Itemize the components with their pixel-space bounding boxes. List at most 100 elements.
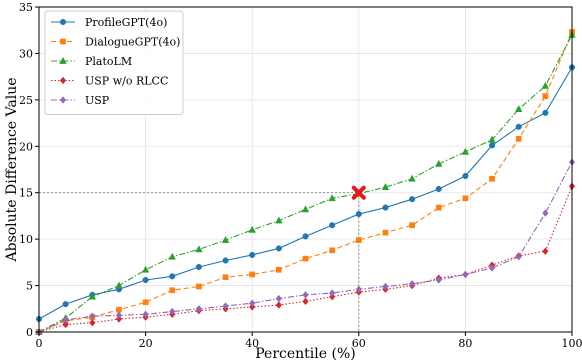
data-point [328,194,336,202]
data-point [514,105,523,112]
data-point [541,81,550,89]
series-line [38,34,573,333]
series-0 [35,64,576,323]
data-point [542,109,549,116]
data-point [141,265,150,273]
data-point [196,283,202,290]
data-point [382,282,389,291]
axis-ticks: 0 20 40 60 80 100 0 5 10 15 20 25 30 35 [19,1,582,350]
data-point [62,316,69,324]
data-point [249,271,256,278]
data-point [142,276,149,284]
y-tick-label: 5 [26,280,33,293]
data-point [276,266,282,273]
data-point [142,299,149,306]
legend-swatch-marker [59,96,67,104]
legend-swatch-marker [59,18,67,26]
data-point [462,270,469,279]
data-point [169,273,176,280]
annotation-guide-lines [39,192,360,332]
legend-label: USP w/o RLCC [85,75,168,88]
data-point [222,302,229,310]
data-point [409,222,415,229]
x-tick-label: 40 [245,337,259,350]
data-point [329,222,336,229]
data-point [275,294,282,303]
y-tick-label: 30 [19,47,33,60]
data-point [169,287,176,294]
legend-item: ProfileGPT(4o) [51,16,167,29]
x-axis-label: Percentile (%) [255,346,355,362]
legend-label: ProfileGPT(4o) [85,16,167,29]
legend-box [44,10,184,115]
y-tick-label: 0 [26,326,33,339]
data-point [489,175,495,182]
data-point [115,311,123,320]
legend-item: USP [51,94,110,107]
annotation-x-marker [351,185,366,200]
y-tick-label: 10 [19,233,33,246]
data-point [329,289,336,297]
data-point [302,255,309,262]
series-line [38,161,573,333]
data-point [222,274,229,281]
x-tick-label: 60 [352,337,366,350]
data-point [435,185,442,193]
data-point [302,233,309,240]
data-point [249,251,256,258]
data-point [169,307,176,316]
data-point [355,285,362,294]
data-point [302,297,309,306]
legend-label: DialogueGPT(4o) [85,36,180,49]
data-point [62,301,69,308]
data-point [248,225,256,233]
annotation-x-stroke [351,185,366,200]
data-point [515,136,522,142]
x-tick-label: 0 [36,337,43,350]
data-point [275,216,283,224]
legend-item: USP w/o RLCC [51,75,168,88]
data-point [515,252,522,261]
data-point [488,135,496,143]
data-point [302,291,309,299]
data-point [435,159,443,167]
data-point [115,281,123,289]
data-point [168,252,176,260]
series-4 [35,158,576,336]
data-point [409,196,416,203]
series-line [38,31,573,333]
data-point [462,195,469,202]
legend: ProfileGPT(4o) DialogueGPT(4o) PlatoLM USP … [44,10,184,115]
data-point [195,245,203,253]
legend-swatch-marker [59,76,67,85]
data-point [88,292,97,300]
y-tick-label: 20 [19,140,33,153]
data-point [142,310,149,319]
data-point [462,172,469,180]
data-point [542,93,549,99]
legend-label: PlatoLM [85,55,132,68]
legend-item: PlatoLM [51,55,132,68]
data-point [435,276,442,284]
data-point [249,299,256,308]
data-point [461,147,470,155]
data-point [382,204,389,211]
data-point [488,264,496,272]
data-point [355,237,362,243]
data-point [329,247,335,254]
plot-frame [38,6,573,333]
series-layer [35,29,576,336]
data-point [221,235,230,243]
data-point [408,279,416,288]
legend-label: USP [85,94,110,107]
data-point [542,209,549,217]
data-point [195,263,202,271]
data-point [355,211,362,218]
y-tick-label: 25 [19,94,33,107]
x-tick-label: 100 [562,337,582,350]
legend-swatch-marker [59,56,67,64]
data-point [381,183,390,190]
data-point [515,123,522,130]
y-tick-label: 35 [19,1,33,14]
